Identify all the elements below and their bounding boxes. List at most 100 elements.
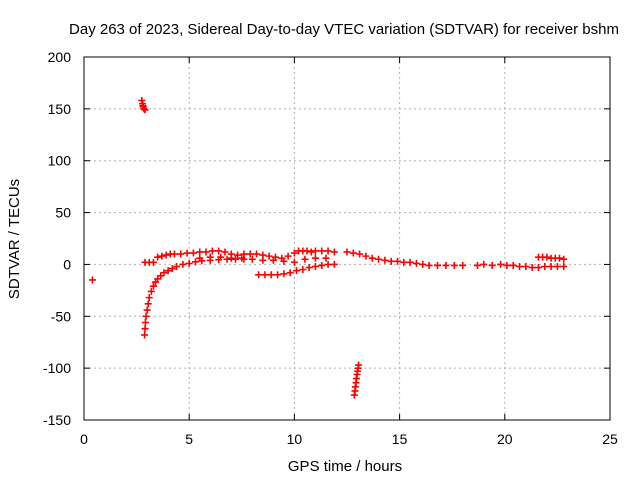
data-point	[400, 258, 408, 266]
data-point	[387, 257, 395, 265]
data-point	[255, 271, 263, 279]
data-point	[362, 252, 370, 260]
y-tick-label: -50	[51, 308, 71, 324]
data-point	[324, 247, 332, 255]
x-tick-label: 25	[602, 431, 618, 447]
data-point	[158, 252, 166, 260]
data-point	[343, 248, 351, 256]
y-axis: -150 -100 -50 0 50 100 150 200	[43, 49, 610, 428]
data-point	[234, 251, 242, 259]
data-point	[442, 261, 450, 269]
data-point	[349, 249, 357, 257]
data-point	[473, 261, 481, 269]
data-point	[168, 265, 176, 273]
data-point	[269, 256, 277, 264]
y-tick-label: 100	[48, 153, 72, 169]
data-point	[503, 261, 511, 269]
data-point	[301, 255, 309, 263]
data-point	[412, 259, 420, 267]
data-point	[162, 251, 170, 259]
data-point	[253, 250, 261, 258]
plot-frame	[83, 56, 611, 421]
data-point	[142, 312, 150, 320]
series-spike-high	[138, 97, 149, 114]
data-point	[522, 263, 530, 271]
data-point	[215, 247, 223, 255]
data-point	[541, 263, 549, 271]
data-point	[543, 253, 551, 261]
data-point	[154, 253, 162, 261]
y-tick-label: 50	[55, 205, 71, 221]
data-point	[221, 248, 229, 256]
data-point	[381, 256, 389, 264]
data-point	[528, 264, 536, 272]
data-point	[318, 261, 326, 269]
data-point	[149, 282, 157, 290]
data-point	[265, 252, 273, 260]
data-point	[238, 254, 246, 262]
x-tick-label: 5	[185, 431, 193, 447]
data-point	[202, 248, 210, 256]
data-point	[173, 263, 181, 271]
series-main-band	[141, 247, 338, 266]
y-tick-label: -100	[43, 360, 71, 376]
y-axis-label: SDTVAR / TECUs	[6, 179, 23, 299]
data-point	[274, 271, 282, 279]
y-tick-label: -150	[43, 412, 71, 428]
data-point	[307, 248, 315, 256]
data-point	[556, 254, 564, 262]
series-outlier-early	[88, 276, 96, 284]
data-point	[356, 250, 364, 258]
data-point	[143, 306, 151, 314]
y-tick-label: 200	[48, 49, 72, 65]
data-point	[560, 255, 568, 263]
data-point	[217, 253, 225, 261]
data-point	[227, 254, 235, 262]
data-point	[141, 319, 149, 327]
data-point	[560, 263, 568, 271]
data-points	[88, 97, 568, 399]
data-point	[189, 249, 197, 257]
data-point	[145, 294, 153, 302]
data-point	[488, 261, 496, 269]
data-point	[406, 258, 414, 266]
data-point	[259, 256, 267, 264]
data-point	[206, 253, 214, 261]
data-point	[196, 254, 204, 262]
series-spike-low	[350, 361, 363, 399]
data-point	[516, 263, 524, 271]
data-point	[293, 267, 301, 275]
x-axis: 0 5 10 15 20 25	[80, 57, 618, 447]
data-point	[433, 261, 441, 269]
data-point	[141, 325, 149, 333]
data-point	[141, 106, 149, 114]
data-point	[147, 287, 155, 295]
data-point	[160, 269, 168, 277]
data-point	[311, 247, 319, 255]
data-point	[459, 261, 467, 269]
chart-title: Day 263 of 2023, Sidereal Day-to-day VTE…	[69, 21, 619, 38]
data-point	[425, 261, 433, 269]
data-point	[419, 260, 427, 268]
series-main-band-lower	[196, 253, 330, 266]
data-point	[509, 261, 517, 269]
data-point	[286, 269, 294, 277]
series-mid-tail	[343, 248, 568, 272]
data-point	[290, 258, 298, 266]
data-point	[311, 254, 319, 262]
data-point	[450, 261, 458, 269]
x-tick-label: 15	[392, 431, 408, 447]
data-point	[547, 263, 555, 271]
data-point	[375, 255, 383, 263]
series-end-upper	[534, 253, 568, 263]
data-point	[248, 255, 256, 263]
data-point	[393, 257, 401, 265]
y-tick-label: 150	[48, 101, 72, 117]
data-point	[208, 247, 216, 255]
y-tick-label: 0	[63, 256, 71, 272]
data-point	[240, 250, 248, 258]
data-point	[231, 255, 239, 263]
data-point	[246, 250, 254, 258]
data-point	[280, 257, 288, 265]
